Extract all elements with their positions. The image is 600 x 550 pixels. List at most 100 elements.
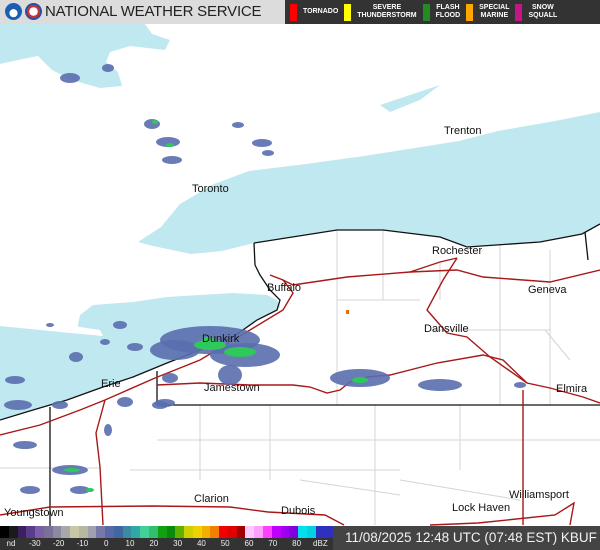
radar-echo	[100, 339, 110, 345]
dbz-tick-label: 50	[220, 539, 230, 548]
highway	[282, 269, 600, 286]
dbz-color-cell	[262, 526, 272, 538]
dbz-color-cell	[236, 526, 246, 538]
radar-echo-core	[152, 120, 158, 124]
city-label: Geneva	[528, 284, 567, 296]
city-label: Buffalo	[267, 282, 302, 294]
radar-echo	[252, 139, 272, 147]
city-label: Clarion	[194, 493, 229, 505]
warning-label: SNOW SQUALL	[528, 4, 558, 19]
warning-label: FLASH FLOOD	[435, 4, 461, 19]
radar-echo	[69, 352, 83, 362]
radar-echo	[514, 382, 526, 388]
noaa-logo-icon	[5, 3, 22, 20]
radar-echo	[156, 137, 180, 147]
radar-echo	[127, 343, 143, 351]
dbz-color-cell	[271, 526, 281, 538]
dbz-color-cell	[17, 526, 27, 538]
inland-lake	[380, 85, 440, 112]
dbz-color-cell	[78, 526, 88, 538]
dbz-color-cell	[70, 526, 79, 538]
radar-echo	[4, 400, 32, 410]
city-label: Erie	[101, 378, 121, 390]
radar-map[interactable]	[0, 24, 600, 526]
dbz-tick-label: 40	[196, 539, 206, 548]
radar-echo	[60, 73, 80, 83]
radar-echo	[262, 150, 274, 156]
dbz-color-cell	[175, 526, 185, 538]
city-label: Toronto	[192, 183, 229, 195]
radar-echo	[102, 64, 114, 72]
long-point	[0, 321, 103, 336]
dbz-color-cell	[289, 526, 299, 538]
dbz-tick-label: 30	[173, 539, 183, 548]
city-label: Dubois	[281, 505, 316, 517]
radar-echo	[20, 486, 40, 494]
dbz-color-cell	[219, 526, 228, 538]
dbz-tick-label: 0	[103, 539, 109, 548]
dbz-tick-label: nd	[6, 539, 16, 548]
dbz-color-cell	[131, 526, 141, 538]
city-label: Lock Haven	[452, 502, 511, 514]
dbz-color-cell	[245, 526, 255, 538]
city-label: Trenton	[444, 125, 482, 137]
highway	[95, 399, 106, 526]
dbz-tick-label: 10	[125, 539, 135, 548]
dbz-color-cell	[157, 526, 167, 538]
city-label: Youngstown	[4, 507, 64, 519]
warning-item: FLASH FLOOD	[422, 3, 461, 21]
radar-echo-core	[194, 340, 226, 350]
dbz-color-cell	[306, 526, 316, 538]
radar-echo	[5, 376, 25, 384]
warning-swatch	[422, 3, 430, 21]
water-bodies	[0, 24, 600, 420]
radar-echo	[104, 424, 112, 436]
radar-echo-core	[86, 488, 94, 492]
dbz-tick-label: 70	[268, 539, 278, 548]
dbz-color-cell	[52, 526, 62, 538]
highway	[0, 505, 345, 526]
dbz-color-cell	[149, 526, 158, 538]
radar-echo	[155, 399, 175, 407]
border-line	[253, 223, 600, 248]
timestamp-station: 11/08/2025 12:48 UTC (07:48 EST) KBUF	[333, 526, 600, 550]
city-label: Jamestown	[204, 382, 260, 394]
dbz-color-legend: nd -30 -20 -10 0 10 20 30 40 50 60 70 80 dBZ	[0, 526, 334, 550]
dbz-color-cell	[122, 526, 132, 538]
dbz-color-cell	[254, 526, 263, 538]
warning-item: SEVERE THUNDERSTORM	[344, 3, 417, 21]
dbz-color-cell	[0, 526, 9, 538]
page-title: NATIONAL WEATHER SERVICE	[45, 3, 262, 20]
dbz-color-cell	[210, 526, 220, 538]
warning-label: SPECIAL MARINE	[479, 4, 510, 19]
dbz-color-cell	[35, 526, 44, 538]
warning-swatch	[466, 3, 474, 21]
dbz-color-cell	[8, 526, 18, 538]
radar-echo-core	[202, 337, 214, 343]
radar-echo	[113, 321, 127, 329]
highway	[426, 257, 528, 384]
dbz-tick-label: -20	[52, 539, 65, 548]
georgian-bay	[0, 24, 170, 88]
dbz-color-cell	[201, 526, 211, 538]
highway	[249, 274, 294, 331]
lake-erie	[0, 293, 280, 420]
radar-echo-core	[352, 377, 368, 383]
city-label: Rochester	[432, 245, 483, 257]
dbz-color-cell	[26, 526, 36, 538]
warning-item: TORNADO	[290, 3, 338, 21]
city-label: Dansville	[424, 323, 469, 335]
dbz-color-strip	[0, 526, 334, 538]
radar-echo	[218, 365, 242, 385]
dbz-color-cell	[105, 526, 114, 538]
dbz-tick-label: 80	[292, 539, 302, 548]
radar-echo-core	[64, 468, 80, 472]
dbz-color-cell	[61, 526, 71, 538]
county-line	[544, 329, 571, 361]
highway	[429, 501, 575, 526]
county-line	[299, 479, 401, 496]
warning-swatch	[290, 3, 297, 21]
dbz-color-cell	[227, 526, 237, 538]
warning-swatch	[344, 3, 352, 21]
dbz-color-cell	[113, 526, 123, 538]
